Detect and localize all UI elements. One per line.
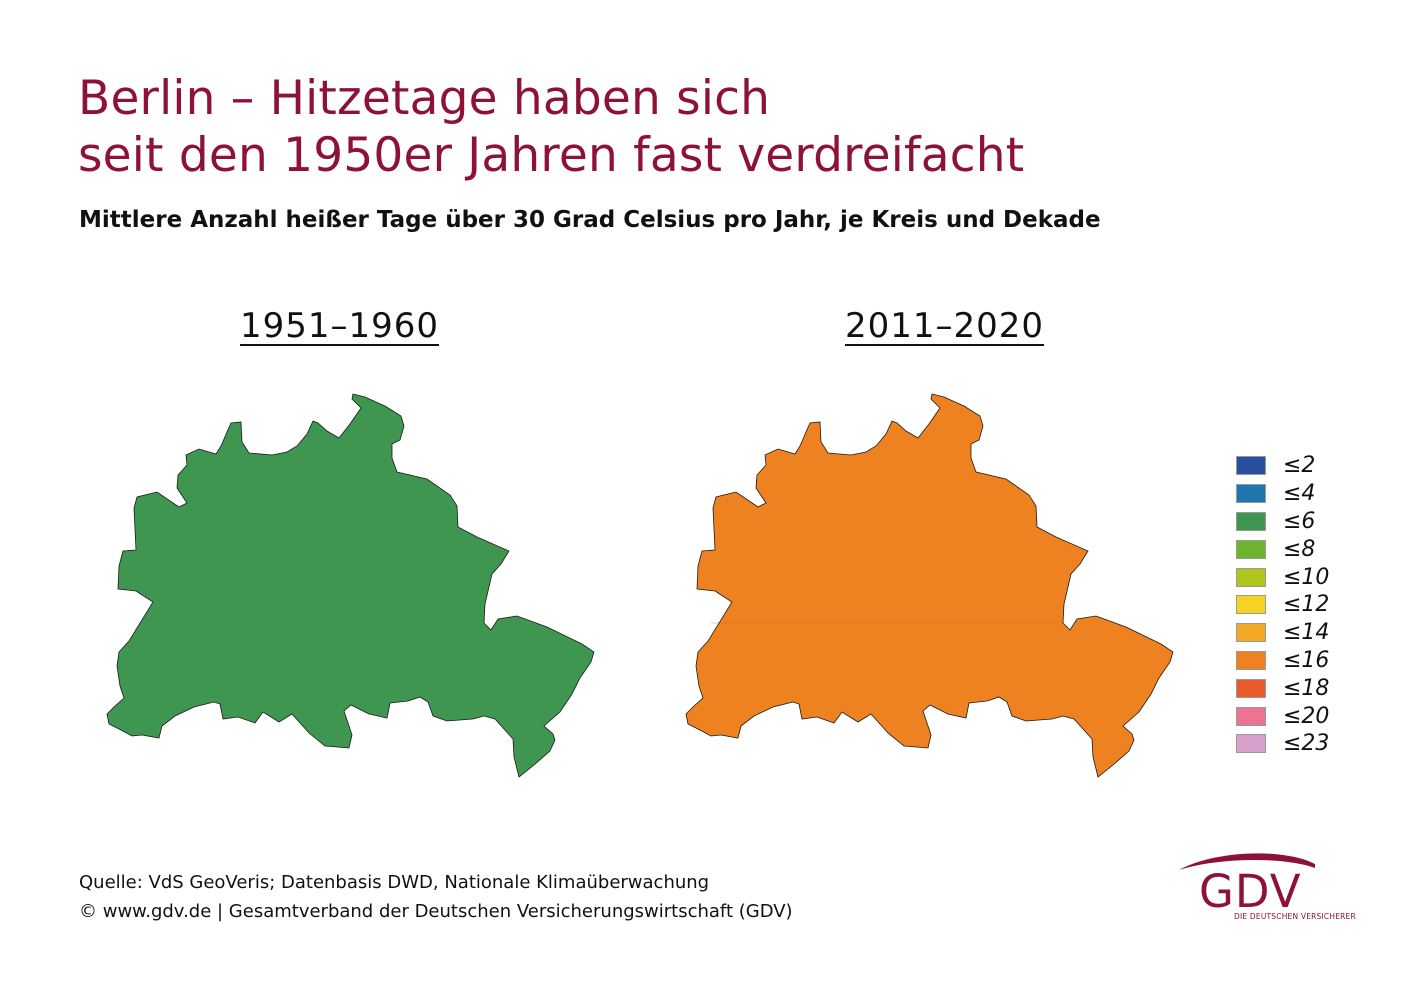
legend-swatch: [1236, 484, 1266, 504]
legend-item: ≤23: [1236, 730, 1329, 758]
legend-swatch: [1236, 539, 1266, 559]
title-line-2: seit den 1950er Jahren fast verdreifacht: [78, 128, 1025, 183]
legend-item: ≤20: [1236, 702, 1329, 730]
legend-label: ≤4: [1283, 481, 1316, 507]
legend-item: ≤10: [1236, 563, 1329, 591]
legend-item: ≤14: [1236, 619, 1329, 647]
legend-item: ≤6: [1236, 508, 1329, 536]
logo-arc-icon: [1179, 853, 1315, 870]
title-line-1: Berlin – Hitzetage haben sich: [78, 71, 771, 126]
berlin-district-polygon: [685, 393, 1174, 778]
berlin-map-1951-1960: [106, 393, 595, 778]
berlin-district-polygon: [106, 393, 595, 778]
berlin-map-2011-2020: [685, 393, 1174, 778]
legend-item: ≤8: [1236, 535, 1329, 563]
legend-label: ≤23: [1283, 731, 1330, 757]
legend-swatch: [1236, 650, 1266, 670]
legend-item: ≤16: [1236, 647, 1329, 675]
legend-swatch: [1236, 567, 1266, 587]
subtitle: Mittlere Anzahl heißer Tage über 30 Grad…: [79, 207, 1101, 233]
legend-swatch: [1236, 511, 1266, 531]
legend-swatch: [1236, 595, 1266, 615]
legend-item: ≤12: [1236, 591, 1329, 619]
legend-label: ≤8: [1283, 536, 1316, 562]
legend-swatch: [1236, 734, 1266, 754]
legend-label: ≤18: [1283, 675, 1330, 701]
legend-item: ≤2: [1236, 452, 1329, 480]
legend-swatch: [1236, 678, 1266, 698]
decade-label-2011-2020: 2011–2020: [845, 306, 1045, 346]
source-line: Quelle: VdS GeoVeris; Datenbasis DWD, Na…: [79, 872, 710, 893]
legend-label: ≤20: [1283, 703, 1330, 729]
source-note: Quelle: VdS GeoVeris; Datenbasis DWD, Na…: [79, 868, 793, 926]
legend: ≤2 ≤4 ≤6 ≤8 ≤10 ≤12 ≤14 ≤16 ≤18 ≤20 ≤23: [1236, 452, 1329, 758]
legend-swatch: [1236, 623, 1266, 643]
logo-tagline: DIE DEUTSCHEN VERSICHERER: [1234, 912, 1356, 921]
legend-label: ≤2: [1283, 453, 1316, 479]
legend-swatch: [1236, 706, 1266, 726]
page-title: Berlin – Hitzetage haben sich seit den 1…: [78, 70, 1024, 184]
legend-item: ≤18: [1236, 674, 1329, 702]
decade-label-1951-1960: 1951–1960: [240, 306, 440, 346]
legend-swatch: [1236, 456, 1266, 476]
legend-label: ≤14: [1283, 620, 1330, 646]
copyright-line: © www.gdv.de | Gesamtverband der Deutsch…: [79, 901, 793, 922]
legend-item: ≤4: [1236, 480, 1329, 508]
legend-label: ≤12: [1283, 592, 1330, 618]
legend-label: ≤6: [1283, 508, 1316, 534]
gdv-logo: GDV DIE DEUTSCHEN VERSICHERER: [1175, 848, 1356, 928]
legend-label: ≤10: [1283, 564, 1330, 590]
legend-label: ≤16: [1283, 647, 1330, 673]
logo-wordmark: GDV: [1199, 865, 1302, 918]
